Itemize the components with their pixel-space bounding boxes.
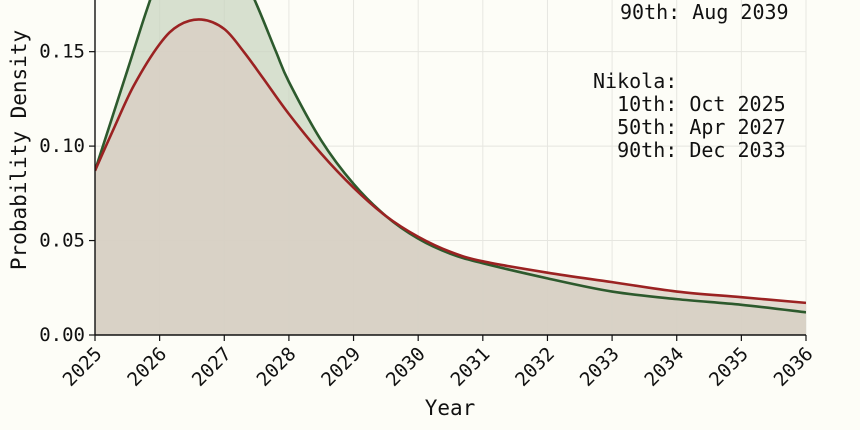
- x-tick-label: 2033: [576, 343, 624, 391]
- x-tick-label: 2026: [123, 343, 171, 391]
- percentile-annotations: 90th: Aug 2039 Nikola: 10th: Oct 2025 50…: [593, 0, 789, 162]
- x-tick-label: 2031: [446, 343, 494, 391]
- series-line: [95, 0, 806, 314]
- y-tick-label: 0.05: [39, 230, 85, 252]
- x-tick-label: 2025: [59, 343, 107, 391]
- x-tick-label: 2030: [382, 343, 430, 391]
- x-tick-label: 2036: [770, 343, 818, 391]
- y-axis-title: Probability Density: [7, 30, 31, 270]
- series-line: [95, 18, 806, 305]
- annotation-line: 50th: Apr 2027: [593, 115, 786, 139]
- annotation-line: 90th: Aug 2039: [620, 0, 789, 24]
- x-tick-label: 2034: [640, 343, 688, 391]
- annotation-line: 90th: Dec 2033: [593, 138, 786, 162]
- y-tick-label: 0.15: [39, 41, 85, 63]
- y-tick-label: 0.10: [39, 135, 85, 157]
- density-areas: [95, 0, 806, 336]
- axes: [89, 0, 807, 341]
- x-tick-label: 2032: [511, 343, 559, 391]
- x-tick-label: 2028: [253, 343, 301, 391]
- x-axis-title: Year: [425, 396, 476, 420]
- x-tick-label: 2035: [705, 343, 753, 391]
- x-tick-label: 2027: [188, 343, 236, 391]
- y-tick-label: 0.00: [39, 324, 85, 346]
- annotation-title: Nikola:: [593, 69, 677, 93]
- series-area: [95, 19, 806, 336]
- annotation-line: 10th: Oct 2025: [593, 92, 786, 116]
- x-tick-label: 2029: [317, 343, 365, 391]
